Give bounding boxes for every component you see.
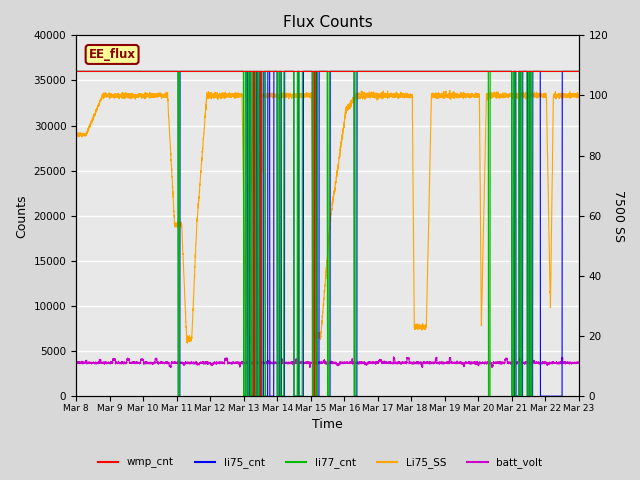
Y-axis label: 7500 SS: 7500 SS <box>612 190 625 242</box>
Y-axis label: Counts: Counts <box>15 194 28 238</box>
Title: Flux Counts: Flux Counts <box>283 15 372 30</box>
X-axis label: Time: Time <box>312 419 343 432</box>
Legend: wmp_cnt, li75_cnt, li77_cnt, Li75_SS, batt_volt: wmp_cnt, li75_cnt, li77_cnt, Li75_SS, ba… <box>93 453 547 472</box>
Text: EE_flux: EE_flux <box>88 48 136 61</box>
